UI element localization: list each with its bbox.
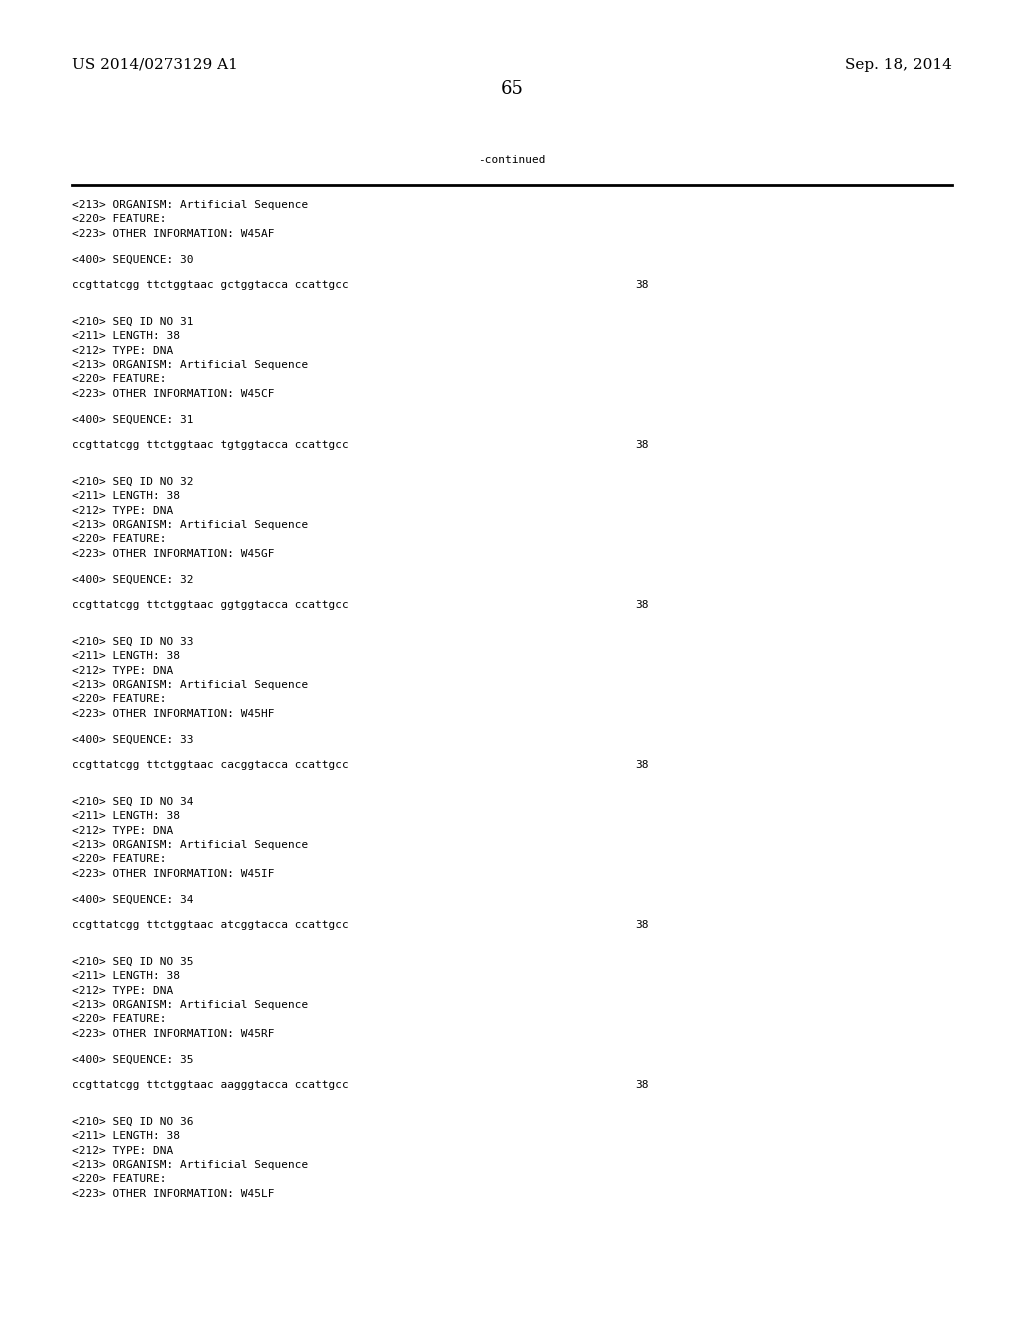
Text: <212> TYPE: DNA: <212> TYPE: DNA xyxy=(72,506,173,516)
Text: <213> ORGANISM: Artificial Sequence: <213> ORGANISM: Artificial Sequence xyxy=(72,1001,308,1010)
Text: <223> OTHER INFORMATION: W45CF: <223> OTHER INFORMATION: W45CF xyxy=(72,389,274,399)
Text: <400> SEQUENCE: 33: <400> SEQUENCE: 33 xyxy=(72,734,194,744)
Text: <210> SEQ ID NO 32: <210> SEQ ID NO 32 xyxy=(72,477,194,487)
Text: <223> OTHER INFORMATION: W45AF: <223> OTHER INFORMATION: W45AF xyxy=(72,228,274,239)
Text: <223> OTHER INFORMATION: W45LF: <223> OTHER INFORMATION: W45LF xyxy=(72,1189,274,1199)
Text: 38: 38 xyxy=(635,280,648,290)
Text: <212> TYPE: DNA: <212> TYPE: DNA xyxy=(72,665,173,676)
Text: ccgttatcgg ttctggtaac atcggtacca ccattgcc: ccgttatcgg ttctggtaac atcggtacca ccattgc… xyxy=(72,920,349,931)
Text: <213> ORGANISM: Artificial Sequence: <213> ORGANISM: Artificial Sequence xyxy=(72,360,308,370)
Text: <400> SEQUENCE: 31: <400> SEQUENCE: 31 xyxy=(72,414,194,425)
Text: <220> FEATURE:: <220> FEATURE: xyxy=(72,854,167,865)
Text: <220> FEATURE:: <220> FEATURE: xyxy=(72,214,167,224)
Text: <400> SEQUENCE: 30: <400> SEQUENCE: 30 xyxy=(72,255,194,264)
Text: <400> SEQUENCE: 35: <400> SEQUENCE: 35 xyxy=(72,1055,194,1064)
Text: <212> TYPE: DNA: <212> TYPE: DNA xyxy=(72,986,173,995)
Text: <210> SEQ ID NO 36: <210> SEQ ID NO 36 xyxy=(72,1117,194,1126)
Text: <220> FEATURE:: <220> FEATURE: xyxy=(72,694,167,705)
Text: 38: 38 xyxy=(635,920,648,931)
Text: <211> LENGTH: 38: <211> LENGTH: 38 xyxy=(72,491,180,502)
Text: <400> SEQUENCE: 34: <400> SEQUENCE: 34 xyxy=(72,895,194,904)
Text: <223> OTHER INFORMATION: W45RF: <223> OTHER INFORMATION: W45RF xyxy=(72,1030,274,1039)
Text: <213> ORGANISM: Artificial Sequence: <213> ORGANISM: Artificial Sequence xyxy=(72,840,308,850)
Text: <211> LENGTH: 38: <211> LENGTH: 38 xyxy=(72,651,180,661)
Text: <220> FEATURE:: <220> FEATURE: xyxy=(72,1015,167,1024)
Text: 65: 65 xyxy=(501,81,523,98)
Text: <213> ORGANISM: Artificial Sequence: <213> ORGANISM: Artificial Sequence xyxy=(72,201,308,210)
Text: <211> LENGTH: 38: <211> LENGTH: 38 xyxy=(72,331,180,341)
Text: <210> SEQ ID NO 35: <210> SEQ ID NO 35 xyxy=(72,957,194,966)
Text: 38: 38 xyxy=(635,440,648,450)
Text: <220> FEATURE:: <220> FEATURE: xyxy=(72,375,167,384)
Text: <210> SEQ ID NO 34: <210> SEQ ID NO 34 xyxy=(72,796,194,807)
Text: -continued: -continued xyxy=(478,154,546,165)
Text: <210> SEQ ID NO 31: <210> SEQ ID NO 31 xyxy=(72,317,194,326)
Text: <211> LENGTH: 38: <211> LENGTH: 38 xyxy=(72,810,180,821)
Text: <220> FEATURE:: <220> FEATURE: xyxy=(72,1175,167,1184)
Text: US 2014/0273129 A1: US 2014/0273129 A1 xyxy=(72,58,238,73)
Text: <220> FEATURE:: <220> FEATURE: xyxy=(72,535,167,544)
Text: ccgttatcgg ttctggtaac gctggtacca ccattgcc: ccgttatcgg ttctggtaac gctggtacca ccattgc… xyxy=(72,280,349,290)
Text: 38: 38 xyxy=(635,1080,648,1090)
Text: Sep. 18, 2014: Sep. 18, 2014 xyxy=(845,58,952,73)
Text: <223> OTHER INFORMATION: W45GF: <223> OTHER INFORMATION: W45GF xyxy=(72,549,274,558)
Text: <213> ORGANISM: Artificial Sequence: <213> ORGANISM: Artificial Sequence xyxy=(72,520,308,531)
Text: ccgttatcgg ttctggtaac ggtggtacca ccattgcc: ccgttatcgg ttctggtaac ggtggtacca ccattgc… xyxy=(72,601,349,610)
Text: <223> OTHER INFORMATION: W45HF: <223> OTHER INFORMATION: W45HF xyxy=(72,709,274,719)
Text: ccgttatcgg ttctggtaac tgtggtacca ccattgcc: ccgttatcgg ttctggtaac tgtggtacca ccattgc… xyxy=(72,440,349,450)
Text: <213> ORGANISM: Artificial Sequence: <213> ORGANISM: Artificial Sequence xyxy=(72,680,308,690)
Text: <210> SEQ ID NO 33: <210> SEQ ID NO 33 xyxy=(72,636,194,647)
Text: <212> TYPE: DNA: <212> TYPE: DNA xyxy=(72,346,173,355)
Text: <211> LENGTH: 38: <211> LENGTH: 38 xyxy=(72,1131,180,1140)
Text: 38: 38 xyxy=(635,760,648,770)
Text: <400> SEQUENCE: 32: <400> SEQUENCE: 32 xyxy=(72,574,194,585)
Text: <213> ORGANISM: Artificial Sequence: <213> ORGANISM: Artificial Sequence xyxy=(72,1160,308,1170)
Text: <211> LENGTH: 38: <211> LENGTH: 38 xyxy=(72,972,180,981)
Text: <212> TYPE: DNA: <212> TYPE: DNA xyxy=(72,1146,173,1155)
Text: <212> TYPE: DNA: <212> TYPE: DNA xyxy=(72,825,173,836)
Text: <223> OTHER INFORMATION: W45IF: <223> OTHER INFORMATION: W45IF xyxy=(72,869,274,879)
Text: ccgttatcgg ttctggtaac cacggtacca ccattgcc: ccgttatcgg ttctggtaac cacggtacca ccattgc… xyxy=(72,760,349,770)
Text: 38: 38 xyxy=(635,601,648,610)
Text: ccgttatcgg ttctggtaac aagggtacca ccattgcc: ccgttatcgg ttctggtaac aagggtacca ccattgc… xyxy=(72,1080,349,1090)
